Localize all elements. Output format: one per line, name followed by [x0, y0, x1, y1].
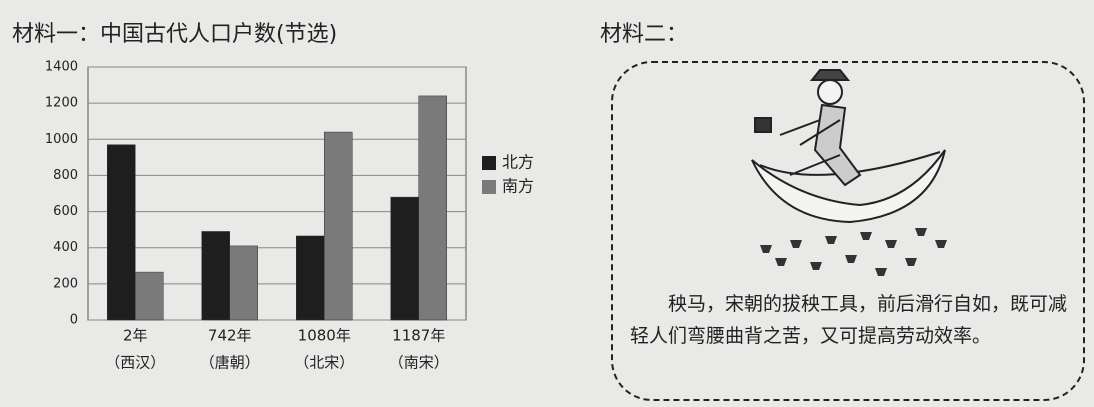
frame [611, 61, 1085, 401]
y-tick-label: 200 [53, 276, 78, 291]
y-tick-label: 600 [53, 204, 78, 219]
y-tick-label: 1200 [45, 96, 78, 111]
seedlings [760, 228, 947, 276]
x-tick-note: （北宋） [294, 354, 354, 372]
x-tick-label: 1187年 [392, 327, 445, 345]
bar [418, 95, 447, 321]
y-tick-label: 0 [70, 313, 78, 328]
bar [201, 231, 230, 321]
illustration [751, 69, 946, 224]
bar [135, 271, 164, 321]
legend-swatch [482, 180, 496, 194]
caption: 秧马，宋朝的拔秧工具，前后滑行自如，既可减轻人们弯腰曲背之苦，又可提高劳动效率。 [630, 293, 1068, 347]
x-tick-note: （唐朝） [200, 354, 260, 372]
bar [229, 245, 258, 321]
x-tick-note: （南宋） [389, 354, 449, 372]
x-tick-label: 2年 [123, 327, 148, 345]
material-label: 材料二： [600, 22, 688, 47]
legend-label: 北方 [502, 153, 534, 172]
legend-label: 南方 [502, 177, 534, 196]
bar [324, 131, 353, 321]
bar [390, 196, 419, 321]
legend-swatch [482, 156, 496, 170]
y-tick-label: 1400 [45, 60, 78, 75]
y-tick-label: 1000 [45, 132, 78, 147]
bar [107, 144, 136, 321]
x-tick-label: 742年 [208, 327, 252, 345]
chart-title: 材料一：中国古代人口户数(节选) [12, 22, 337, 47]
x-tick-label: 1080年 [298, 327, 351, 345]
y-tick-label: 800 [53, 168, 78, 183]
bar [296, 235, 325, 321]
x-tick-note: （西汉） [105, 354, 165, 372]
y-tick-label: 400 [53, 240, 78, 255]
